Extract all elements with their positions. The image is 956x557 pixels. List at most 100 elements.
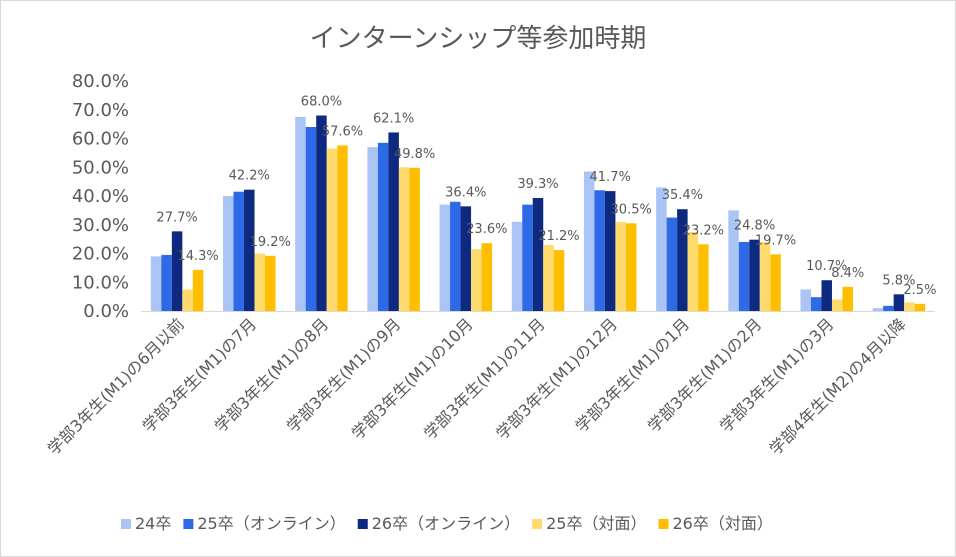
bar: [150, 256, 162, 312]
data-label: 68.0%: [301, 95, 342, 110]
data-labels: 27.7% 14.3% 42.2% 19.2% 68.0% 57.6% 62.1% 49.8%…: [156, 95, 936, 298]
y-tick-label: 10.0%: [72, 272, 129, 293]
bar: [893, 294, 905, 311]
bar: [666, 217, 678, 311]
bar: [326, 148, 338, 311]
data-label: 21.2%: [538, 229, 579, 244]
bar: [914, 303, 926, 311]
bar: [460, 206, 472, 311]
data-label: 10.7%: [806, 259, 847, 274]
bar: [182, 289, 193, 311]
y-tick-label: 30.0%: [72, 215, 129, 236]
data-label: 23.6%: [466, 222, 507, 237]
bar: [244, 189, 255, 311]
legend-label: 26卒（オンライン）: [372, 514, 520, 533]
data-label: 19.2%: [250, 235, 291, 250]
bar: [810, 297, 822, 311]
bar: [738, 242, 750, 311]
bar: [439, 204, 451, 312]
y-tick-label: 40.0%: [72, 186, 129, 207]
x-tick-label: 学部3年生(M1)の11月: [420, 314, 549, 443]
bar: [305, 127, 317, 311]
bar: [677, 209, 688, 311]
bar: [543, 244, 554, 312]
data-label: 36.4%: [445, 185, 486, 200]
data-label: 35.4%: [662, 188, 703, 203]
data-label: 8.4%: [831, 266, 864, 281]
data-label: 62.1%: [373, 111, 414, 126]
bar: [594, 190, 605, 311]
bar: [450, 201, 461, 311]
x-tick-label: 学部3年生(M1)の10月: [348, 314, 477, 443]
y-tick-label: 0.0%: [83, 301, 129, 322]
bar: [687, 231, 699, 311]
legend-swatch: [532, 519, 543, 529]
y-tick-label: 80.0%: [72, 71, 129, 92]
bar: [316, 115, 327, 311]
data-label: 27.7%: [156, 210, 197, 225]
bar: [367, 147, 378, 312]
bar: [728, 210, 739, 312]
data-label: 39.3%: [517, 177, 558, 192]
bar: [656, 187, 667, 312]
bar: [583, 171, 595, 311]
bar: [872, 308, 884, 312]
x-tick-label: 学部3年生(M1)の12月: [492, 314, 621, 443]
bar: [161, 254, 172, 311]
bar: [842, 286, 853, 311]
data-label: 57.6%: [322, 124, 363, 139]
legend-swatch: [658, 519, 669, 529]
data-label: 14.3%: [177, 249, 218, 264]
bar: [388, 132, 399, 311]
y-tick-label: 70.0%: [72, 100, 129, 121]
bar: [233, 191, 245, 311]
x-tick-label: 学部4年生(M2)の4月以降: [766, 314, 910, 458]
bar: [698, 244, 709, 311]
data-label: 24.8%: [734, 219, 775, 234]
y-tick-label: 20.0%: [72, 244, 129, 265]
bar: [254, 253, 266, 311]
legend-label: 24卒: [135, 514, 171, 533]
legend-swatch: [121, 519, 131, 529]
bar: [265, 255, 276, 311]
bar: [522, 204, 533, 312]
bar: [553, 250, 565, 311]
data-label: 23.2%: [683, 223, 724, 238]
bar: [800, 289, 811, 311]
y-tick-label: 60.0%: [72, 129, 129, 150]
legend-label: 25卒（オンライン）: [197, 514, 345, 533]
bar: [615, 221, 626, 312]
bar-series-group: [150, 115, 926, 312]
bar: [481, 243, 493, 311]
legend-swatch: [183, 519, 194, 529]
legend-label: 25卒（対面）: [546, 514, 646, 533]
bar: [532, 198, 544, 311]
x-tick-label: 学部3年生(M1)の6月以前: [44, 314, 188, 458]
data-label: 30.5%: [611, 202, 652, 217]
data-label: 42.2%: [229, 169, 270, 184]
data-label: 41.7%: [590, 170, 631, 185]
bar: [604, 191, 616, 311]
legend-swatch: [357, 519, 368, 529]
x-axis-ticks: 学部3年生(M1)の6月以前学部3年生(M1)の7月学部3年生(M1)の8月学部…: [44, 314, 910, 458]
data-label: 2.5%: [903, 283, 936, 298]
bar: [759, 242, 771, 311]
bar: [171, 231, 183, 311]
bar: [770, 254, 781, 311]
data-label: 19.7%: [755, 233, 796, 248]
bar: [295, 116, 306, 311]
bar: [831, 299, 843, 311]
bar: [904, 302, 915, 312]
bar: [471, 249, 482, 311]
bar: [883, 305, 894, 311]
y-axis-ticks: 0.0% 10.0% 20.0% 30.0% 40.0% 50.0% 60.0% 70.0% 8…: [72, 71, 129, 322]
bar: [398, 167, 410, 311]
bar: [511, 221, 523, 312]
bar: [625, 223, 637, 311]
bar: [192, 269, 204, 311]
bar: [409, 167, 420, 311]
legend: 24卒 25卒（オンライン） 26卒（オンライン） 25卒（対面） 26卒（対面）: [121, 514, 773, 533]
bar: [377, 142, 389, 311]
